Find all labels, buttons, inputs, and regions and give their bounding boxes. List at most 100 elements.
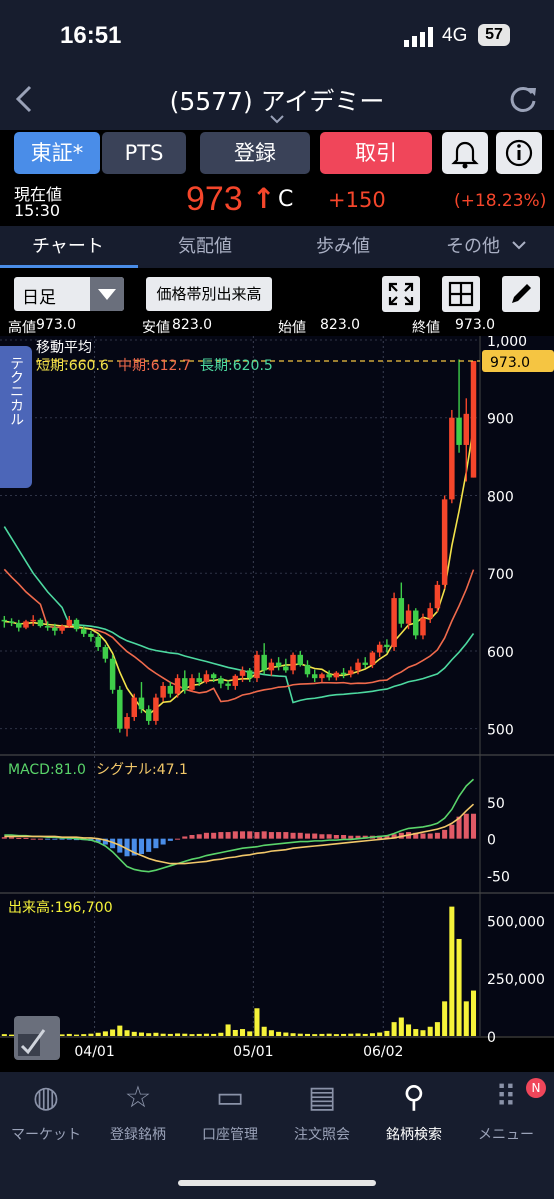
candle-body xyxy=(319,674,325,679)
macd-histogram-bar xyxy=(9,837,15,839)
volume-y-tick: 250,000 xyxy=(487,972,545,988)
chart-background xyxy=(0,336,554,1036)
macd-histogram-bar xyxy=(247,831,253,839)
period-dropdown-button[interactable] xyxy=(90,277,124,311)
macd-histogram-bar xyxy=(283,832,289,839)
candle-body xyxy=(456,417,462,445)
macd-histogram-bar xyxy=(463,813,469,839)
tab-ticks[interactable]: 歩み値 xyxy=(316,236,370,257)
back-chevron-icon[interactable] xyxy=(12,84,36,114)
macd-histogram-bar xyxy=(182,836,188,839)
volume-bar xyxy=(362,1033,368,1036)
search-icon[interactable]: ⚲ xyxy=(403,1080,425,1115)
candle-body xyxy=(391,598,397,648)
info-button[interactable] xyxy=(496,132,542,174)
macd-histogram-bar xyxy=(189,835,195,839)
tab-quotes[interactable]: 気配値 xyxy=(178,236,232,257)
bottom-nav-item[interactable]: メニュー xyxy=(478,1127,534,1143)
ma-long-legend: 長期:620.5 xyxy=(200,358,273,374)
bottom-nav-item[interactable]: 口座管理 xyxy=(202,1127,258,1143)
bottom-nav-item[interactable]: 銘柄検索 xyxy=(386,1127,442,1143)
draw-button[interactable] xyxy=(502,276,540,312)
document-icon[interactable]: ▤ xyxy=(307,1080,337,1115)
macd-histogram-bar xyxy=(160,838,166,845)
alert-button[interactable] xyxy=(442,132,488,174)
volume-bar xyxy=(290,1033,296,1036)
bottom-nav-item[interactable]: 登録銘柄 xyxy=(110,1127,166,1143)
candle-body xyxy=(369,652,376,665)
macd-histogram-bar xyxy=(276,832,282,839)
tab-others[interactable]: その他 xyxy=(446,236,500,257)
candle-body xyxy=(254,654,260,679)
bottom-nav-item[interactable]: 注文照会 xyxy=(294,1127,350,1143)
volume-bar xyxy=(240,1029,246,1036)
candle-body xyxy=(304,664,311,675)
macd-histogram-bar xyxy=(203,832,209,839)
grid-icon[interactable]: ⠿ xyxy=(495,1080,517,1115)
candle-body xyxy=(311,674,318,679)
volume-y-tick: 500,000 xyxy=(487,914,545,930)
macd-histogram-bar xyxy=(333,835,339,839)
macd-histogram-bar xyxy=(434,832,440,839)
trade-button[interactable]: 取引 xyxy=(320,132,432,174)
refresh-icon[interactable] xyxy=(508,84,538,114)
candle-body xyxy=(268,662,275,671)
candle-body xyxy=(434,584,441,609)
market-button[interactable]: 東証* xyxy=(14,132,100,174)
volume-bar xyxy=(160,1033,166,1036)
card-icon[interactable]: ▭ xyxy=(215,1080,245,1115)
macd-histogram-bar xyxy=(218,832,224,839)
fullscreen-button[interactable] xyxy=(382,276,420,312)
tab-bar xyxy=(0,226,554,268)
macd-histogram-bar xyxy=(131,838,137,856)
candle-body xyxy=(362,662,368,665)
candle-body xyxy=(8,621,15,623)
register-button[interactable]: 登録 xyxy=(200,132,310,174)
macd-histogram-bar xyxy=(225,832,231,839)
candle-body xyxy=(275,662,282,667)
period-select[interactable]: 日足 xyxy=(14,277,124,311)
macd-histogram-bar xyxy=(138,838,144,855)
volume-profile-button[interactable]: 価格帯別出来高 xyxy=(146,277,272,311)
macd-histogram-bar xyxy=(384,835,390,839)
price-flag: C xyxy=(278,187,294,212)
ma-short-legend: 短期:660.6 xyxy=(36,358,109,374)
candle-body xyxy=(290,654,296,671)
macd-histogram-bar xyxy=(110,838,116,849)
network-type: 4G xyxy=(442,25,468,46)
candle-body xyxy=(297,654,304,665)
bottom-nav-item[interactable]: マーケット xyxy=(11,1127,81,1143)
candle-body xyxy=(16,622,22,628)
candle-body xyxy=(30,619,36,622)
candle-body xyxy=(427,608,433,619)
candle-body xyxy=(239,670,246,676)
macd-histogram-bar xyxy=(66,838,72,840)
candle-body xyxy=(138,697,145,710)
signal-legend: シグナル:47.1 xyxy=(96,762,188,778)
globe-icon[interactable]: ◍ xyxy=(32,1080,60,1115)
macd-histogram-bar xyxy=(211,832,217,839)
technical-side-tab[interactable]: テクニカル xyxy=(0,346,32,488)
candle-body xyxy=(73,619,80,630)
pts-button[interactable]: PTS xyxy=(102,132,186,174)
title-chevron-down-icon[interactable] xyxy=(270,114,284,124)
candle-body xyxy=(80,629,87,634)
volume-bar xyxy=(420,1030,426,1036)
status-bar xyxy=(0,0,554,68)
tab-chart[interactable]: チャート xyxy=(32,236,104,257)
chart-tool-button[interactable] xyxy=(14,1016,60,1060)
macd-histogram-bar xyxy=(254,832,260,839)
volume-bar xyxy=(413,1029,419,1036)
candle-body xyxy=(167,685,174,694)
candle-body xyxy=(420,618,426,636)
star-icon[interactable]: ☆ xyxy=(124,1080,152,1115)
volume-bar xyxy=(175,1033,181,1036)
macd-histogram-bar xyxy=(23,837,29,839)
candle-body xyxy=(124,717,130,729)
macd-histogram-bar xyxy=(312,833,318,839)
volume-bar xyxy=(146,1033,152,1036)
macd-histogram-bar xyxy=(470,813,477,839)
layout-button[interactable] xyxy=(442,276,480,312)
low-value: 823.0 xyxy=(172,317,213,333)
